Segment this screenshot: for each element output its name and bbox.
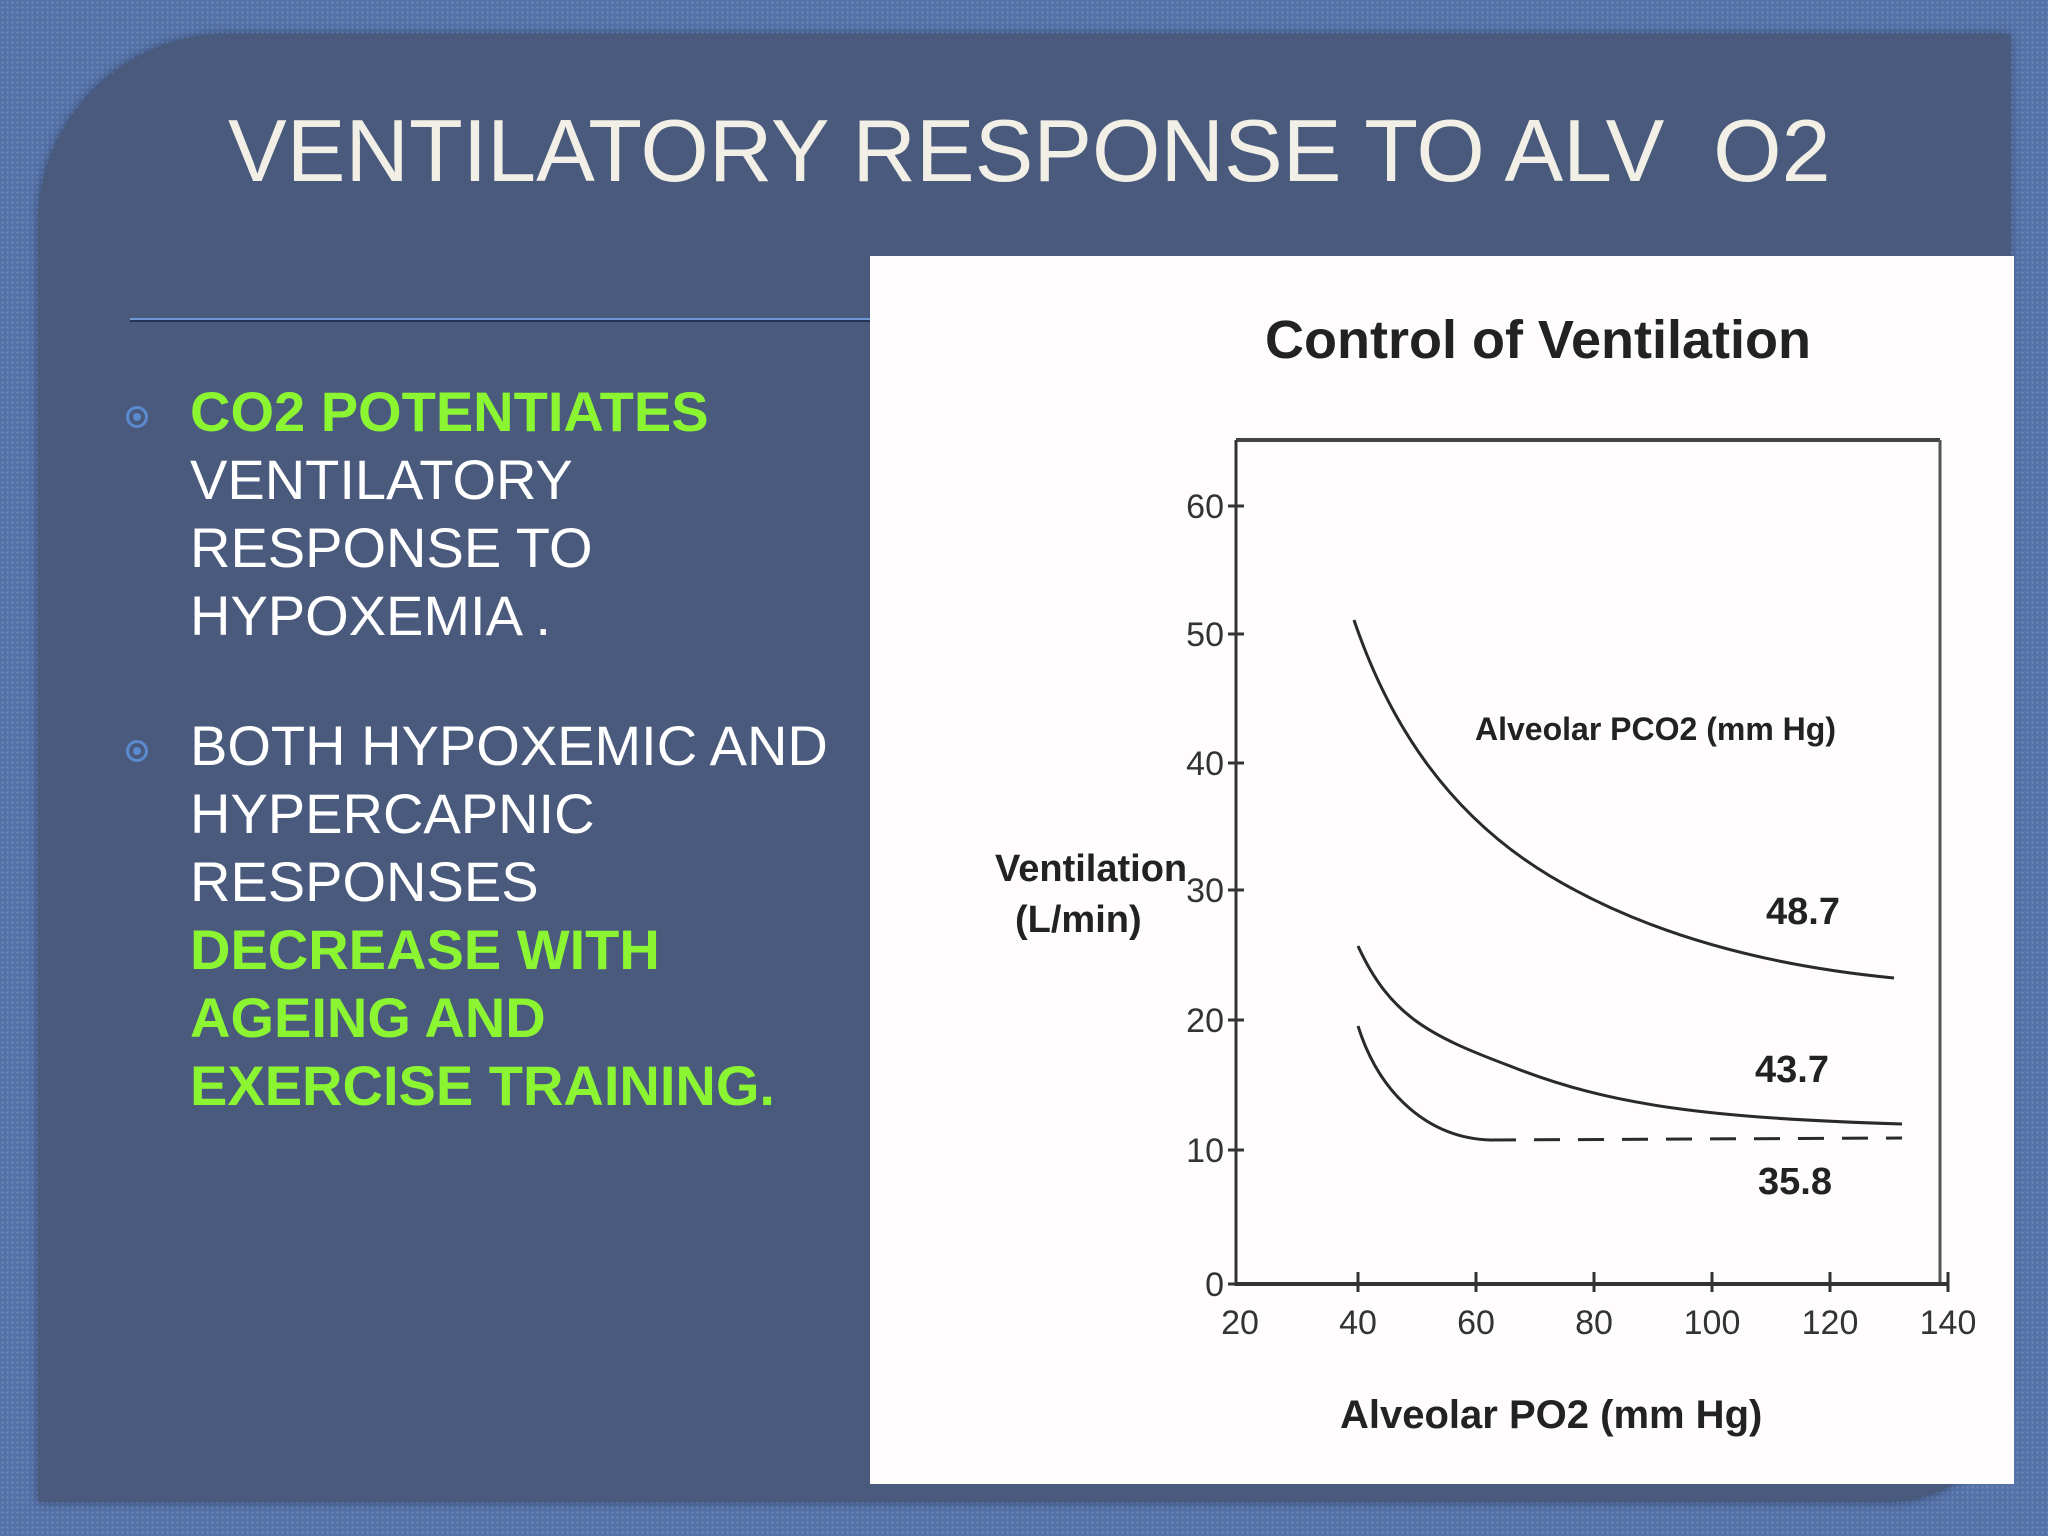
svg-text:10: 10 [1186, 1132, 1224, 1170]
curves [1352, 619, 1903, 1142]
bullet-text: VENTILATORY RESPONSE TO HYPOXEMIA . [190, 448, 593, 647]
label-48-7: 48.7 [1766, 891, 1840, 933]
label-35-8: 35.8 [1758, 1161, 1832, 1203]
bullet-highlight: CO2 POTENTIATES [190, 380, 709, 443]
y-axis-title-line2: (L/min) [1015, 899, 1142, 941]
bullet-item: BOTH HYPOXEMIC AND HYPERCAPNIC RESPONSES… [120, 712, 840, 1120]
label-43-7: 43.7 [1755, 1049, 1829, 1091]
svg-text:30: 30 [1186, 872, 1224, 910]
svg-text:20: 20 [1221, 1304, 1259, 1342]
svg-text:100: 100 [1684, 1304, 1741, 1342]
bullet-text: BOTH HYPOXEMIC AND HYPERCAPNIC RESPONSES [190, 714, 828, 913]
ventilation-chart: Control of Ventilation 0 10 20 30 40 50 … [995, 310, 1976, 1437]
legend-title: Alveolar PCO2 (mm Hg) [1475, 711, 1836, 747]
slide-title: VENTILATORY RESPONSE TO ALV O2 [228, 101, 1831, 200]
svg-text:40: 40 [1339, 1304, 1377, 1342]
plot-frame [1234, 438, 1948, 1286]
curve-35-8-solid [1356, 1025, 1491, 1142]
svg-text:60: 60 [1186, 488, 1224, 526]
y-axis-labels: 0 10 20 30 40 50 60 [1186, 488, 1224, 1304]
bullet-icon [126, 406, 148, 428]
chart-image: Control of Ventilation 0 10 20 30 40 50 … [870, 256, 2014, 1484]
bullet-item: CO2 POTENTIATES VENTILATORY RESPONSE TO … [120, 378, 840, 650]
svg-text:0: 0 [1205, 1266, 1224, 1304]
x-axis-title: Alveolar PO2 (mm Hg) [1340, 1393, 1762, 1437]
svg-text:140: 140 [1920, 1304, 1977, 1342]
svg-text:50: 50 [1186, 616, 1224, 654]
svg-text:20: 20 [1186, 1002, 1224, 1040]
title-divider [130, 318, 870, 322]
x-axis-labels: 20 40 60 80 100 120 140 [1221, 1304, 1976, 1342]
y-axis-title-line1: Ventilation [995, 848, 1187, 890]
bullet-icon [126, 740, 148, 762]
curve-labels: Alveolar PCO2 (mm Hg) 48.7 43.7 35.8 [1475, 711, 1840, 1203]
bullet-list: CO2 POTENTIATES VENTILATORY RESPONSE TO … [120, 378, 840, 1182]
curve-48-7 [1352, 619, 1895, 980]
svg-text:60: 60 [1457, 1304, 1495, 1342]
svg-text:120: 120 [1802, 1304, 1859, 1342]
svg-text:40: 40 [1186, 745, 1224, 783]
bullet-highlight: DECREASE WITH AGEING AND EXERCISE TRAINI… [190, 918, 775, 1117]
y-axis-ticks [1228, 504, 1244, 1286]
curve-43-7 [1356, 945, 1903, 1126]
svg-text:80: 80 [1575, 1304, 1613, 1342]
x-axis-ticks [1356, 1272, 1950, 1292]
chart-title: Control of Ventilation [1265, 310, 1811, 370]
curve-35-8-dashed [1489, 1136, 1903, 1142]
